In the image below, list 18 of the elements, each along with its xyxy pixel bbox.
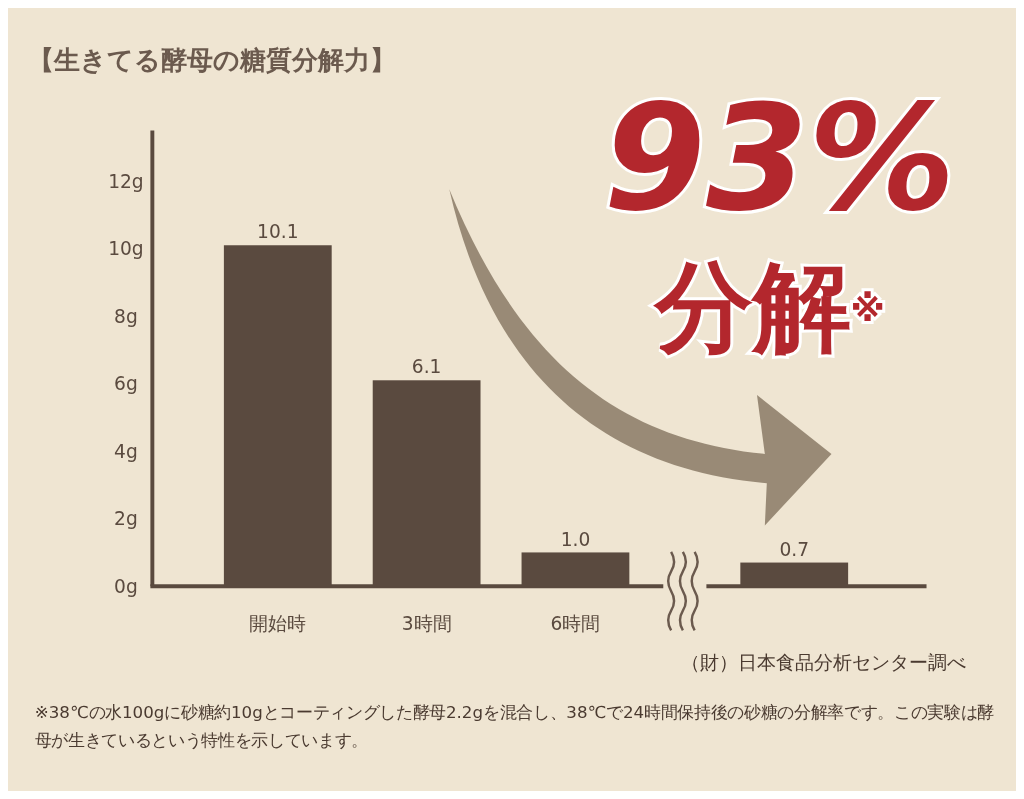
y-tick-label: 4g [114, 440, 138, 462]
text: （財）日本食品分析センター調べ [680, 652, 966, 674]
y-tick-label: 10g [108, 238, 144, 260]
chart-title: 【生きてる酵母の糖質分解力】 [27, 43, 396, 75]
x-tick-label: 開始時 [249, 613, 307, 635]
data-label: 10.1 [257, 221, 299, 243]
y-tick-label: 8g [114, 305, 138, 327]
x-tick-label: 3時間 [401, 613, 452, 635]
data-label: 0.7 [779, 538, 810, 560]
y-tick-label: 12g [108, 170, 144, 192]
x-tick-label: 6時間 [550, 613, 601, 635]
text: ※38℃の水100gに砂糖約10gとコーティングした酵母2.2gを混合し、38℃で24時間保持後の砂糖の分解率です。この実験は酵母が生きているという特性を示しています。 [34, 701, 995, 752]
data-label: 1.0 [560, 528, 591, 550]
y-tick-label: 2g [114, 508, 138, 530]
y-tick-label: 0g [114, 575, 138, 597]
y-tick-label: 6g [114, 373, 138, 395]
annotation: 93%分解$^{※}$ [603, 72, 956, 365]
data-label: 6.1 [411, 356, 442, 378]
